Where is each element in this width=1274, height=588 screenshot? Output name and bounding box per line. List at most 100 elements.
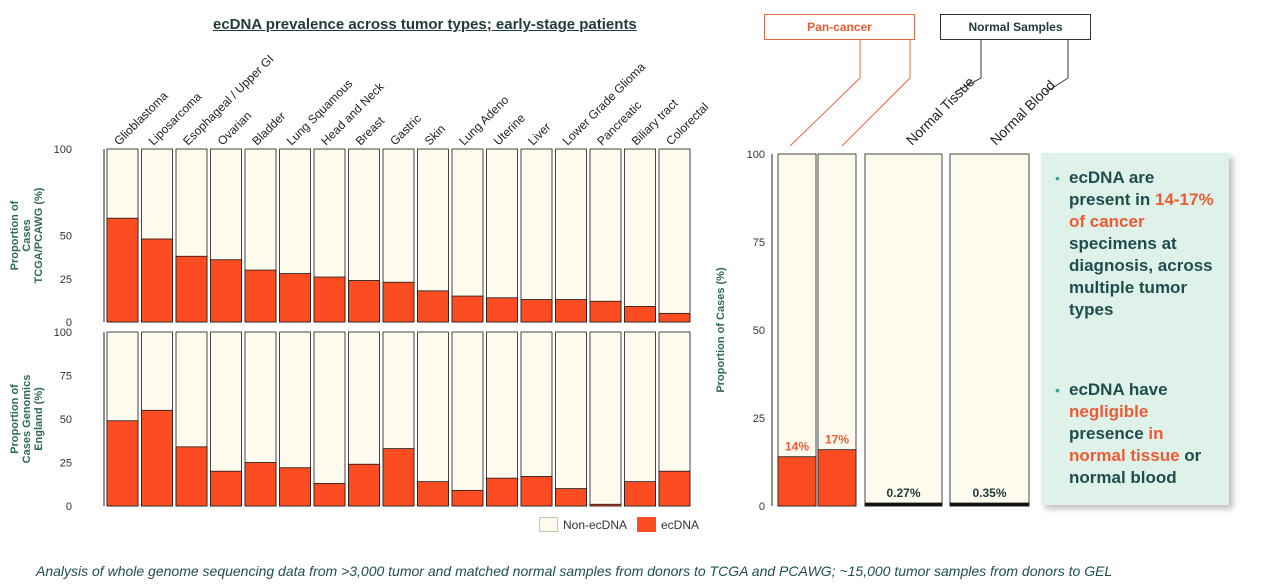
normal-samples-group-label: Normal Samples [940,14,1091,40]
key-findings-callout: • ecDNA are present in 14-17% of cancer … [1041,153,1229,505]
data-label: 17% [825,433,849,447]
bar-ecdna-normal-blood [949,502,1030,507]
y-axis-label: Proportion ofCases GenomicsEngland (%) [9,375,45,464]
bullet-dot-icon: • [1055,170,1060,186]
bar-nonecdna-pan-cancer-1 [777,153,817,507]
bar-ecdna-ovarian [210,470,242,507]
x-tick-label-skin: Skin [422,122,448,148]
normal-tissue-connector [954,40,982,93]
bar-nonecdna-normal-blood [949,153,1030,507]
bar-ecdna-pancreatic [589,300,622,323]
bar-nonecdna-pancreatic [589,148,622,323]
bar-ecdna-liver [520,476,553,507]
pan-cancer-connector [789,40,861,147]
bar-nonecdna-biliary-tract [624,331,656,507]
finding-1-highlight: 14-17% of cancer [1069,190,1214,231]
data-label: 0.35% [972,486,1006,500]
bar-ecdna-pan-cancer-1 [777,456,817,507]
bar-ecdna-ovarian [210,259,242,323]
bar-ecdna-breast [348,463,380,507]
legend-non-ecdna: Non-ecDNA [539,517,627,532]
figure-caption: Analysis of whole genome sequencing data… [36,563,1113,579]
bar-ecdna-glioblastoma [106,420,139,507]
bar-ecdna-head-and-neck [313,276,346,323]
y-axis-label: Proportion ofCasesTCGA/PCAWG (%) [9,187,45,283]
legend-ecdna: ecDNA [637,517,699,532]
x-tick-label-normal-tissue: Normal Tissue [903,73,978,148]
finding-2-mid: presence [1069,424,1144,443]
bar-ecdna-lower-grade-glioma [555,299,587,323]
bar-ecdna-esophageal-upper-gi [175,255,208,323]
bar-ecdna-lung-adeno [451,489,484,507]
pan-cancer-group-label: Pan-cancer [764,14,915,40]
finding-normal: • ecDNA have negligible presence in norm… [1055,379,1219,489]
bar-nonecdna-skin [417,331,449,507]
bar-ecdna-lower-grade-glioma [555,488,587,507]
normal-blood-connector [1045,40,1069,93]
y-tick-label: 75 [753,237,765,249]
bar-nonecdna-head-and-neck [313,331,346,507]
bar-ecdna-pancreatic [589,503,622,507]
pan-cancer-connector [841,40,911,147]
bar-ecdna-biliary-tract [624,306,656,323]
bar-ecdna-uterine [486,297,518,323]
bar-ecdna-lung-adeno [451,295,484,323]
finding-prevalence-text: ecDNA are present in 14-17% of cancer sp… [1069,167,1219,321]
bar-ecdna-esophageal-upper-gi [175,446,208,507]
y-tick-label: 25 [753,413,765,425]
y-tick-label: 100 [54,144,72,156]
bar-ecdna-gastric [382,281,415,323]
bar-ecdna-breast [348,280,380,323]
bar-nonecdna-lower-grade-glioma [555,148,587,323]
y-tick-label: 0 [759,501,765,513]
bar-nonecdna-lung-adeno [451,148,484,323]
bar-nonecdna-lung-adeno [451,331,484,507]
x-tick-label-gastric: Gastric [387,111,424,148]
bar-nonecdna-uterine [486,148,518,323]
x-tick-label-bladder: Bladder [249,109,288,148]
y-tick-label: 50 [753,325,765,337]
y-tick-label: 50 [60,231,72,243]
y-tick-label: 0 [66,317,72,329]
bar-ecdna-uterine [486,477,518,507]
x-tick-label-normal-blood: Normal Blood [987,77,1058,148]
bar-nonecdna-biliary-tract [624,148,656,323]
pan-cancer-group-label-text: Pan-cancer [807,20,872,34]
x-tick-label-liver: Liver [525,120,553,148]
tcga-pcawg-chart: 0 25 50 100 Proportion ofCasesTCGA/PCAWG (%)… [9,52,711,329]
bullet-dot-icon: • [1055,382,1060,398]
bar-ecdna-liver [520,299,553,323]
bar-nonecdna-pancreatic [589,331,622,507]
bar-ecdna-head-and-neck [313,482,346,507]
chart-title: ecDNA prevalence across tumor types; ear… [213,16,637,33]
bar-nonecdna-normal-tissue [864,153,943,507]
legend-swatch-non-ecdna [539,517,558,532]
bar-ecdna-normal-tissue [864,502,943,507]
bar-ecdna-pan-cancer-2 [817,449,857,507]
x-tick-label-breast: Breast [353,113,388,148]
finding-2-highlight-1: negligible [1069,402,1149,421]
finding-normal-text: ecDNA have negligible presence in normal… [1069,379,1219,489]
y-tick-label: 50 [60,414,72,426]
bar-ecdna-glioblastoma [106,217,139,323]
bar-ecdna-colorectal [658,470,691,507]
bar-nonecdna-uterine [486,331,518,507]
genomics-england-chart: 0 25 50 75 100 Proportion ofCases GenomicsEng… [9,327,691,513]
bar-ecdna-biliary-tract [624,481,656,507]
bar-ecdna-bladder [244,462,277,507]
data-label: 0.27% [886,486,920,500]
y-tick-label: 0 [66,501,72,513]
y-tick-label: 100 [54,327,72,339]
bar-ecdna-bladder [244,269,277,323]
bar-ecdna-colorectal [658,312,691,323]
finding-2-pre: ecDNA have [1069,380,1168,399]
bar-nonecdna-liver [520,148,553,323]
legend-swatch-ecdna [637,517,656,532]
y-axis-label: Proportion of Cases (%) [715,267,727,393]
bar-ecdna-lung-squamous [279,467,311,507]
finding-prevalence: • ecDNA are present in 14-17% of cancer … [1055,167,1219,321]
data-label: 14% [785,440,809,454]
finding-2-post: or normal blood [1069,446,1202,487]
bar-ecdna-lung-squamous [279,273,311,323]
